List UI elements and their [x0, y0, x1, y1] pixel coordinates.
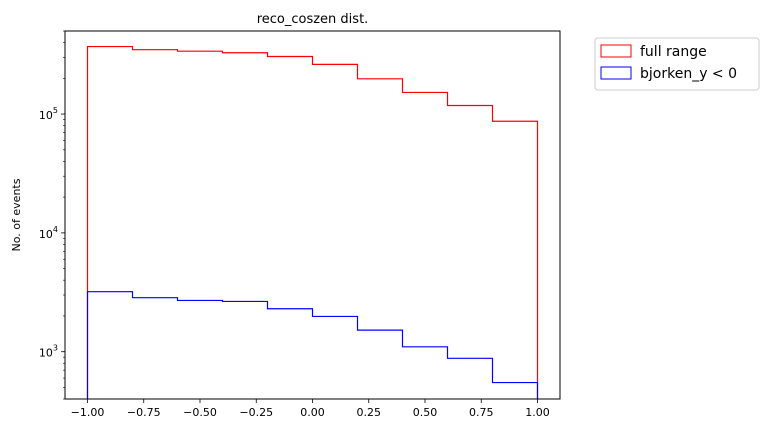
x-tick-label: 1.00: [525, 406, 550, 419]
y-axis-label: No. of events: [10, 178, 23, 251]
legend-swatch-0: [600, 44, 632, 58]
y-tick-exponent: 3: [53, 344, 58, 353]
series-1-outline: [86, 291, 539, 399]
y-tick-label: 104: [39, 225, 58, 241]
series-layer: [86, 45, 539, 399]
series-0-outline: [86, 45, 539, 399]
legend-frame: [594, 37, 760, 91]
y-tick-base: 10: [39, 109, 53, 122]
plot-frame: [64, 30, 561, 400]
y-tick-base: 10: [39, 347, 53, 360]
legend: full range bjorken_y < 0: [594, 37, 760, 91]
chart-title: reco_coszen dist.: [257, 12, 369, 27]
y-tick-label: 103: [39, 344, 58, 360]
y-tick-base: 10: [39, 228, 53, 241]
legend-items: full range bjorken_y < 0: [600, 44, 737, 82]
y-tick-label: 105: [39, 106, 58, 122]
x-tick-label: 0.00: [300, 406, 325, 419]
x-tick-label: −0.25: [239, 406, 273, 419]
x-tick-label: −0.50: [183, 406, 217, 419]
legend-label-0: full range: [640, 44, 707, 60]
y-tick-exponent: 5: [53, 106, 58, 115]
x-tick-label: 0.75: [469, 406, 494, 419]
legend-swatch-1: [600, 66, 632, 80]
x-tick-label: −1.00: [71, 406, 105, 419]
x-tick-label: 0.25: [357, 406, 382, 419]
y-tick-exponent: 4: [53, 225, 58, 234]
x-tick-label: 0.50: [413, 406, 438, 419]
axes-layer: −1.00 −0.75 −0.50 −0.25 0.00 0.25 0.50 0.75 1.00…: [39, 30, 561, 419]
x-tick-label: −0.75: [127, 406, 161, 419]
legend-label-1: bjorken_y < 0: [640, 66, 737, 82]
